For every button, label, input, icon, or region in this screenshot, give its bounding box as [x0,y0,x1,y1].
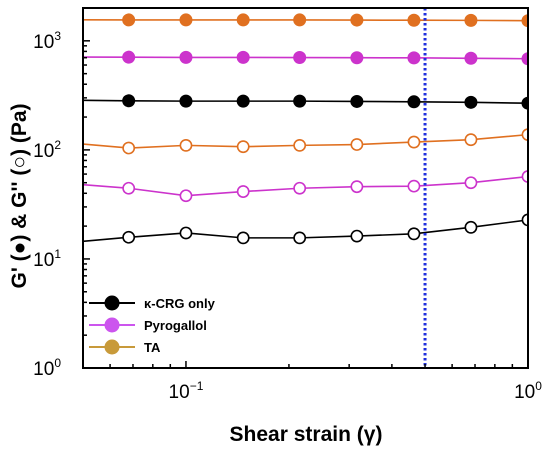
data-point-0-5 [350,94,364,108]
data-point-0-8 [521,96,528,110]
plot-frame [82,7,529,369]
series-2 [83,50,528,66]
x-tick-label-exp-1: 0 [535,379,542,393]
data-point-3-5 [350,180,364,194]
data-point-0-4 [293,94,307,108]
data-point-3-3 [236,185,250,198]
x-tick-label-1: 100 [514,379,542,403]
data-point-5-4 [293,138,307,152]
data-point-4-7 [464,13,478,27]
data-point-4-5 [350,13,364,27]
data-point-4-6 [407,13,421,27]
data-point-0-6 [407,95,421,109]
series-layer [83,13,528,245]
legend-label-0: κ-CRG only [144,296,216,311]
x-tick-label-exp-0: −1 [190,379,204,393]
y-tick-label-0: 100 [33,356,61,380]
legend-marker-0 [104,295,120,311]
x-tick-label-base-0: 10 [169,382,190,403]
x-axis-title: Shear strain (γ) [230,423,383,446]
legend-marker-2 [104,339,120,355]
data-point-4-4 [293,13,307,27]
data-point-3-8 [521,170,528,183]
legend: κ-CRG only Pyrogallol TA [89,295,216,355]
data-point-2-5 [350,51,364,65]
data-point-1-8 [521,213,528,227]
y-tick-label-base-3: 10 [33,32,54,53]
y-tick-label-exp-1: 1 [54,247,61,261]
data-point-3-7 [464,176,478,190]
y-tick-label-2: 102 [33,138,61,162]
data-point-2-1 [122,50,136,64]
data-point-5-8 [521,128,528,142]
y-tick-label-1: 101 [33,247,61,271]
data-point-1-7 [464,220,478,234]
x-tick-label-0: 10−1 [169,379,204,403]
series-4 [83,13,528,28]
y-tick-label-exp-3: 3 [54,29,61,43]
series-1 [83,213,528,245]
series-3 [83,170,528,203]
data-point-2-8 [521,52,528,66]
data-point-0-1 [122,94,136,108]
data-point-5-3 [236,140,250,154]
data-point-0-7 [464,95,478,109]
data-point-5-5 [350,138,364,151]
data-point-0-2 [179,94,193,108]
data-point-3-6 [407,179,421,193]
y-tick-label-base-1: 10 [33,250,54,271]
x-tick-label-base-1: 10 [514,382,535,403]
data-point-1-2 [179,226,193,240]
data-point-5-7 [464,133,478,147]
data-point-2-6 [407,51,421,65]
y-tick-label-3: 103 [33,29,61,53]
axes-frame [82,7,529,369]
data-point-2-4 [293,51,307,65]
data-point-1-3 [236,231,250,245]
data-point-4-1 [122,13,136,27]
data-point-3-4 [293,181,307,195]
data-point-1-5 [350,229,364,243]
legend-label-2: TA [144,340,161,355]
series-0 [83,94,528,110]
data-point-3-2 [179,189,193,203]
legend-marker-1 [104,317,120,333]
y-tick-label-exp-0: 0 [54,356,61,370]
series-5 [83,128,528,155]
data-point-1-6 [407,227,421,241]
data-point-2-7 [464,51,478,65]
y-tick-label-base-0: 10 [33,359,54,380]
y-axis-title: G' (●) & G'' (○) (Pa) [8,103,31,288]
data-point-4-8 [521,14,528,28]
data-point-4-3 [236,13,250,27]
data-point-5-6 [407,135,421,149]
data-point-3-1 [122,181,136,195]
data-point-4-2 [179,13,193,27]
data-point-2-3 [236,50,250,64]
y-tick-label-base-2: 10 [33,141,54,162]
data-point-5-1 [122,141,136,155]
legend-label-1: Pyrogallol [144,318,207,333]
data-point-1-1 [122,230,136,244]
data-point-1-4 [293,231,307,245]
data-point-0-3 [236,94,250,108]
y-tick-label-exp-2: 2 [54,138,61,152]
data-point-2-2 [179,50,193,64]
data-point-5-2 [179,138,193,152]
